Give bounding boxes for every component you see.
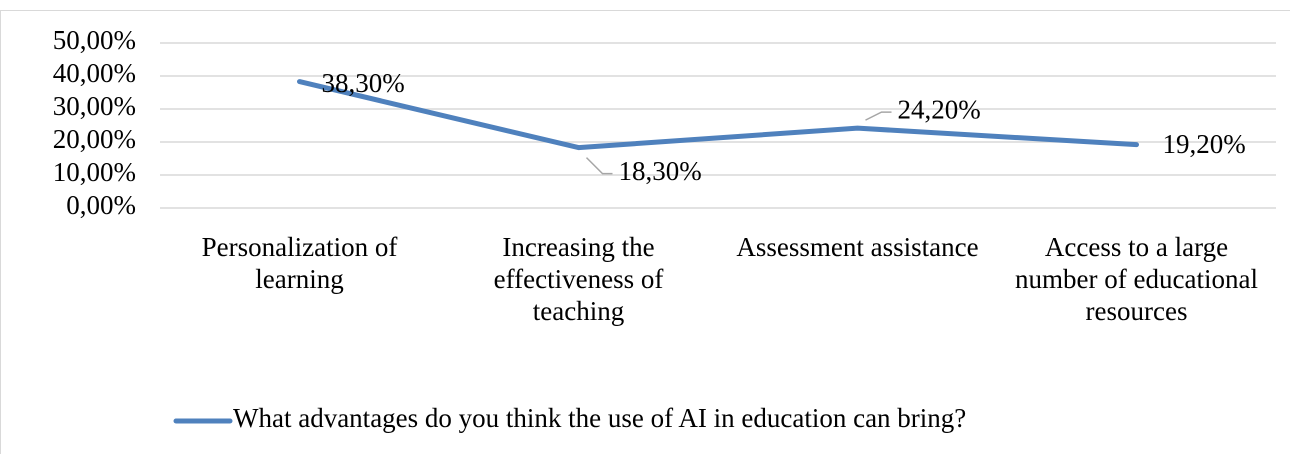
x-tick-label: Access to a large number of educational re… bbox=[1015, 232, 1258, 326]
y-tick-label: 10,00% bbox=[53, 157, 136, 187]
y-tick-label: 40,00% bbox=[53, 58, 136, 88]
y-tick-label: 20,00% bbox=[53, 124, 136, 154]
data-label: 19,20% bbox=[1163, 129, 1246, 159]
legend-label: What advantages do you think the use of … bbox=[233, 403, 966, 433]
y-tick-label: 0,00% bbox=[66, 190, 136, 220]
leader-line bbox=[585, 157, 613, 175]
leader-line bbox=[865, 111, 892, 121]
data-label: 38,30% bbox=[322, 68, 405, 98]
y-tick-label: 50,00% bbox=[53, 25, 136, 55]
data-label: 18,30% bbox=[619, 156, 702, 186]
x-tick-label: Assessment assistance bbox=[736, 232, 978, 262]
x-tick-label: Personalization of learning bbox=[202, 232, 398, 294]
line bbox=[297, 79, 1139, 151]
data-label: 24,20% bbox=[898, 94, 981, 124]
chart-border bbox=[0, 10, 1290, 454]
y-tick-label: 30,00% bbox=[53, 91, 136, 121]
x-tick-label: Increasing the effectiveness of teaching bbox=[494, 232, 664, 326]
